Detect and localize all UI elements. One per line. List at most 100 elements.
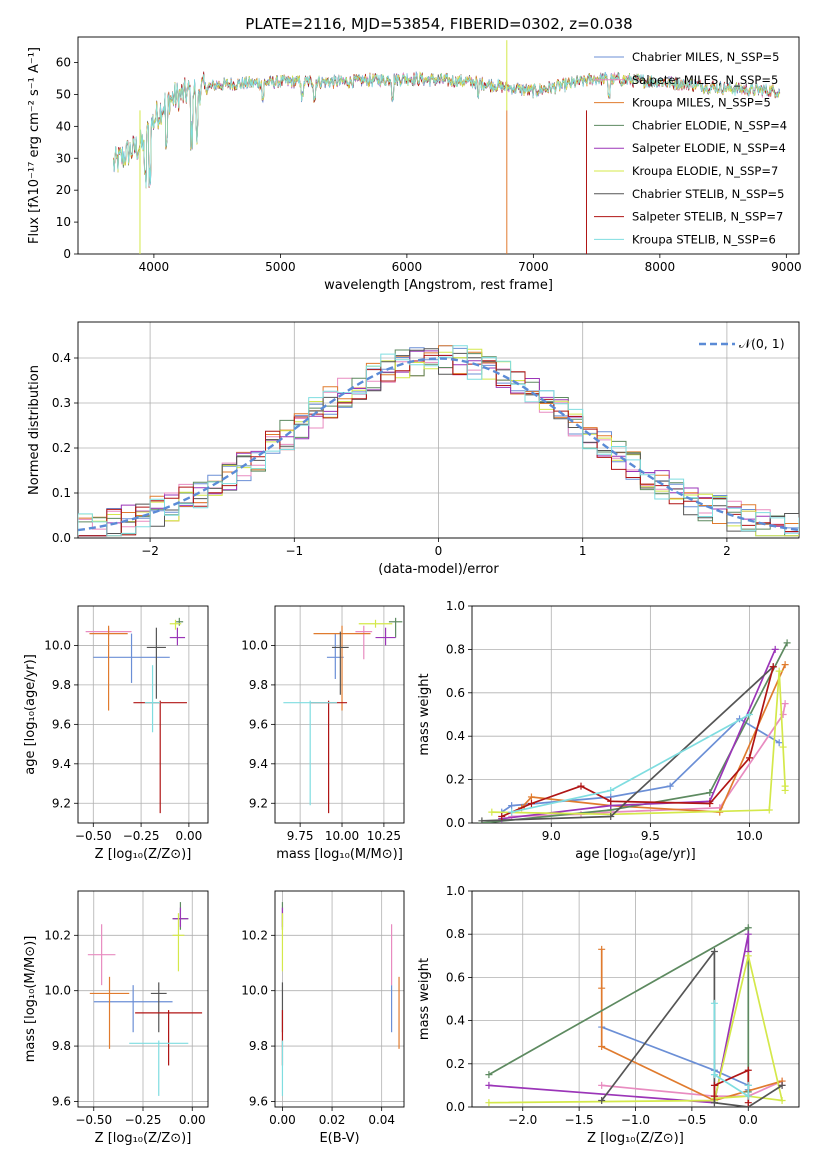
tick-label-y: 10.0 — [241, 638, 268, 652]
tick-label-y: 1.0 — [446, 599, 465, 613]
weight-marker — [527, 799, 535, 807]
weight-marker — [710, 1099, 718, 1107]
weight-marker — [781, 786, 789, 794]
weight-line — [488, 955, 784, 1104]
weight-marker — [485, 1099, 493, 1107]
tick-label-y: 1.0 — [446, 884, 465, 898]
weight-marker — [781, 661, 789, 669]
tick-label-y: 10.0 — [44, 984, 71, 998]
EBV-mass-panel: 0.00 0.02 0.04 9.6 9.8 10.0 10.2 E(B-V) — [241, 890, 405, 1146]
tick-label-y: 0.3 — [52, 396, 71, 410]
tick-label-y: 9.4 — [52, 757, 71, 771]
gaussian-curve — [78, 357, 799, 532]
tick-label-y: 9.6 — [249, 1094, 268, 1108]
weight-marker — [710, 999, 718, 1007]
x-axis-label: (data-model)/error — [378, 562, 499, 577]
tick-label-x: 0.00 — [179, 1113, 206, 1127]
weight-marker — [706, 789, 714, 797]
Z-age-panel: −0.50 −0.25 0.00 9.2 9.4 9.6 9.8 10.0 Z [log₁₀(Z… — [23, 605, 209, 862]
weight-marker — [485, 1071, 493, 1079]
spectrum-panel: 4000 5000 6000 7000 8000 9000 0 10 20 30 40 50 60 wav… — [27, 36, 802, 293]
weight-marker — [508, 802, 516, 810]
tick-label-y: 0.8 — [446, 642, 465, 656]
tick-label-x: 0.02 — [319, 1113, 346, 1127]
weight-marker — [598, 1081, 606, 1089]
weight-marker — [744, 952, 752, 960]
tick-label-y: 9.4 — [249, 757, 268, 771]
x-axis-label: wavelength [Angstrom, rest frame] — [324, 278, 553, 293]
weight-marker — [769, 663, 777, 671]
tick-label-y: 9.6 — [52, 1094, 71, 1108]
axes-frame — [77, 605, 209, 824]
weight-marker — [744, 1092, 752, 1100]
weight-line — [501, 666, 775, 818]
tick-label-y: 0.1 — [52, 486, 71, 500]
tick-label-x: 7000 — [518, 260, 549, 274]
weight-line — [488, 926, 750, 1092]
tick-label-y: 9.2 — [52, 796, 71, 810]
tick-label-x: −0.25 — [125, 1113, 162, 1127]
tick-label-x: −1.5 — [565, 1113, 594, 1127]
y-axis-label: mass weight — [417, 958, 432, 1040]
axes-frame — [471, 890, 800, 1108]
weight-marker — [744, 1099, 752, 1107]
axes-frame — [471, 605, 800, 824]
spectrum-line — [113, 72, 781, 188]
tick-label-x: 9.0 — [542, 829, 561, 843]
tick-label-y: 0.6 — [446, 686, 465, 700]
tick-label-y: 9.2 — [249, 796, 268, 810]
tick-label-x: 10.00 — [325, 829, 359, 843]
histograms — [78, 345, 799, 537]
tick-label-x: −1.0 — [621, 1113, 650, 1127]
tick-label-y: 9.8 — [249, 678, 268, 692]
y-axis-label: Normed distribution — [27, 365, 42, 495]
weight-marker — [598, 945, 606, 953]
tick-label-x: 8000 — [645, 260, 676, 274]
weight-marker — [710, 1071, 718, 1079]
axes-frame — [77, 36, 800, 255]
y-axis-label: Flux [fλ10⁻¹⁷ erg cm⁻² s⁻¹ A⁻¹] — [27, 47, 42, 244]
weight-marker — [607, 797, 615, 805]
tick-label-y: 40 — [56, 119, 71, 133]
weight-marker — [744, 1066, 752, 1074]
tick-label-y: 0.0 — [446, 816, 465, 830]
gaussian-legend-label: 𝒩(0, 1) — [739, 336, 785, 351]
legend-entry: Kroupa ELODIE, N_SSP=7 — [632, 164, 778, 178]
weight-marker — [778, 1081, 786, 1089]
weight-marker — [778, 1097, 786, 1105]
weight-marker — [745, 754, 753, 762]
histogram-step — [78, 345, 799, 537]
tick-label-x: 10.0 — [736, 829, 763, 843]
tick-label-x: 10.25 — [367, 829, 401, 843]
tick-label-y: 10.0 — [44, 638, 71, 652]
tick-label-x: 0.0 — [739, 1113, 758, 1127]
weight-line — [488, 934, 750, 1104]
x-axis-label: mass [log₁₀(M/M⊙)] — [276, 847, 403, 862]
tick-label-x: 1 — [579, 544, 587, 558]
tick-label-x: −0.25 — [123, 829, 160, 843]
tick-label-y: 10.2 — [241, 928, 268, 942]
legend-entry: Chabrier ELODIE, N_SSP=4 — [632, 118, 787, 132]
axes-frame — [77, 321, 800, 539]
errorbar-points — [85, 617, 187, 814]
tick-label-y: 30 — [56, 151, 71, 165]
weight-lines — [485, 924, 786, 1107]
tick-label-y: 9.6 — [52, 717, 71, 731]
weight-marker — [744, 924, 752, 932]
x-axis-label: Z [log₁₀(Z/Z⊙)] — [95, 1131, 192, 1146]
weight-line — [501, 649, 776, 820]
weight-marker — [745, 711, 753, 718]
weight-marker — [706, 799, 714, 807]
tick-label-y: 0.6 — [446, 970, 465, 984]
tick-label-x: 6000 — [392, 260, 423, 274]
tick-label-x: 0.04 — [368, 1113, 395, 1127]
tick-label-x: 5000 — [265, 260, 296, 274]
tick-label-x: −2 — [141, 544, 159, 558]
errorbar-points — [281, 902, 400, 1096]
tick-label-x: 9000 — [771, 260, 802, 274]
weight-marker — [765, 806, 773, 814]
tick-label-y: 20 — [56, 183, 71, 197]
weight-line — [481, 666, 774, 822]
histogram-step — [78, 354, 799, 537]
